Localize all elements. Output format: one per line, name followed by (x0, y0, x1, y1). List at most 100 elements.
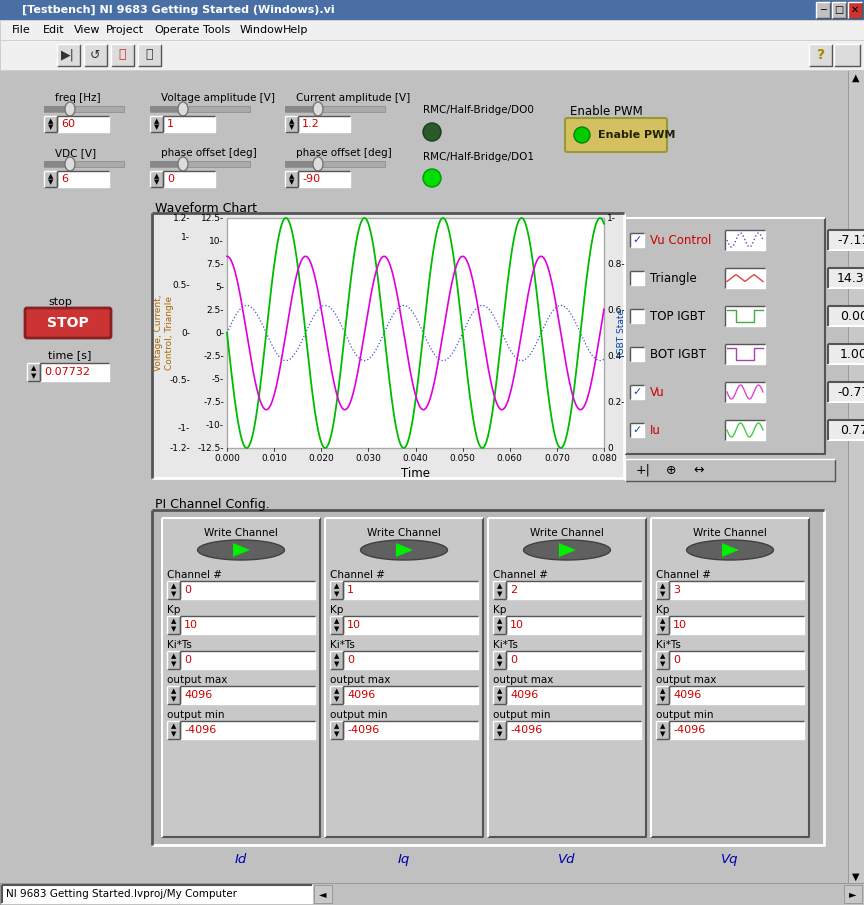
Text: ▼: ▼ (660, 731, 665, 737)
Text: ▼: ▼ (660, 661, 665, 667)
Text: ▲: ▲ (31, 366, 36, 371)
Text: Iu: Iu (650, 424, 661, 436)
Bar (343, 581, 478, 599)
Text: ▼: ▼ (48, 179, 54, 186)
Text: 10: 10 (510, 620, 524, 630)
Text: -7.5-: -7.5- (203, 397, 224, 406)
Text: output min: output min (493, 710, 550, 720)
Bar (651, 518, 809, 837)
Text: 0.080: 0.080 (591, 454, 617, 463)
Bar (152, 510, 824, 845)
Text: ▲: ▲ (48, 118, 54, 124)
Polygon shape (233, 543, 250, 557)
Text: ▼: ▼ (334, 661, 340, 667)
Bar (298, 116, 350, 132)
Bar (150, 171, 163, 187)
Bar (57, 44, 80, 66)
Bar (285, 161, 318, 167)
Text: 0.040: 0.040 (403, 454, 429, 463)
Bar (343, 651, 478, 669)
Text: File: File (12, 25, 31, 35)
Text: Ki*Ts: Ki*Ts (493, 640, 518, 650)
Text: ▲: ▲ (660, 618, 665, 624)
Text: ▲: ▲ (171, 618, 176, 624)
Text: ▲: ▲ (334, 584, 340, 589)
Text: 0: 0 (607, 443, 613, 452)
Bar (2, 885, 312, 903)
Bar (163, 171, 215, 187)
Text: 14.36: 14.36 (836, 272, 864, 284)
Bar (493, 686, 506, 704)
Ellipse shape (65, 102, 75, 116)
Bar (725, 268, 765, 288)
Bar (330, 686, 343, 704)
Text: 0.5-: 0.5- (173, 281, 190, 290)
Text: Ki*Ts: Ki*Ts (330, 640, 355, 650)
Text: ─: ─ (820, 5, 826, 15)
Text: 0-: 0- (215, 329, 224, 338)
Text: ▲: ▲ (48, 173, 54, 179)
Text: 0: 0 (673, 655, 680, 665)
Text: freq [Hz]: freq [Hz] (55, 93, 100, 103)
Text: ▲: ▲ (852, 73, 860, 83)
Text: Help: Help (283, 25, 308, 35)
Bar (0, 883, 864, 905)
Bar (84, 44, 107, 66)
Text: ▲: ▲ (154, 118, 159, 124)
Bar (669, 581, 804, 599)
Text: ▲: ▲ (497, 689, 502, 694)
Bar (828, 306, 864, 326)
Text: ▼: ▼ (171, 661, 176, 667)
Bar (656, 581, 669, 599)
Text: ▲: ▲ (171, 689, 176, 694)
Text: ▲: ▲ (497, 653, 502, 660)
Text: +|: +| (636, 463, 651, 477)
Bar (163, 116, 215, 132)
Text: Channel #: Channel # (330, 570, 385, 580)
Text: 0.77: 0.77 (840, 424, 864, 436)
Text: RMC/Half-Bridge/DO0: RMC/Half-Bridge/DO0 (423, 105, 534, 115)
Text: ▲: ▲ (171, 653, 176, 660)
Bar (330, 581, 343, 599)
Bar (150, 116, 163, 132)
Text: ▼: ▼ (334, 626, 340, 632)
Bar (832, 2, 846, 18)
Bar (506, 581, 641, 599)
Text: ▶|: ▶| (61, 49, 75, 62)
Text: ▲: ▲ (497, 723, 502, 729)
Bar (493, 616, 506, 634)
Bar (828, 382, 864, 402)
Bar (57, 116, 109, 132)
Bar (630, 271, 644, 285)
Text: 0.07732: 0.07732 (44, 367, 90, 377)
Bar (848, 2, 862, 18)
Text: ▼: ▼ (334, 731, 340, 737)
Text: ▼: ▼ (154, 179, 159, 186)
Bar (180, 616, 315, 634)
Text: -1-: -1- (178, 424, 190, 433)
Text: Triangle: Triangle (650, 272, 696, 284)
Text: -4096: -4096 (673, 725, 705, 735)
Ellipse shape (178, 102, 188, 116)
Text: VDC [V]: VDC [V] (55, 148, 96, 158)
Bar (44, 116, 57, 132)
Text: 6: 6 (61, 174, 68, 184)
Text: -4096: -4096 (347, 725, 379, 735)
Text: Enable PWM: Enable PWM (598, 130, 676, 140)
Bar (669, 721, 804, 739)
Text: ✓: ✓ (632, 235, 642, 245)
Bar (314, 885, 332, 903)
Text: Vq: Vq (721, 853, 739, 866)
Bar (834, 44, 860, 66)
Text: ▼: ▼ (497, 591, 502, 597)
Bar (725, 420, 765, 440)
Bar (227, 218, 604, 448)
Bar (44, 161, 124, 167)
Bar (488, 518, 646, 837)
Text: ✓: ✓ (632, 387, 642, 397)
Text: NI 9683 Getting Started.lvproj/My Computer: NI 9683 Getting Started.lvproj/My Comput… (6, 889, 237, 899)
Text: 5-: 5- (215, 282, 224, 291)
Bar (809, 44, 832, 66)
Text: RMC/Half-Bridge/DO1: RMC/Half-Bridge/DO1 (423, 152, 534, 162)
Bar (493, 721, 506, 739)
